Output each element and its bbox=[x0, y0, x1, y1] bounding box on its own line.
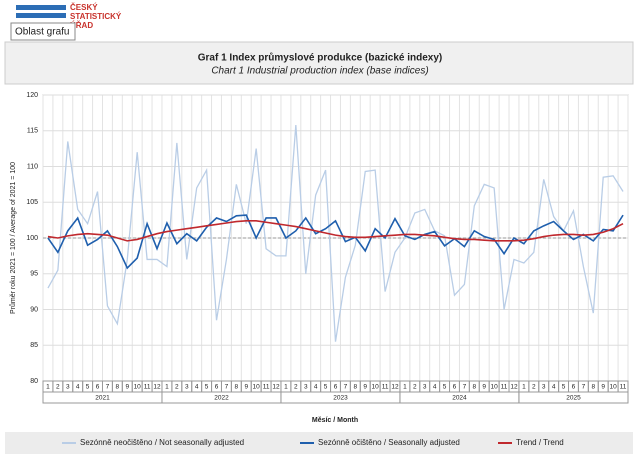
x-tick-label: 9 bbox=[125, 384, 129, 391]
y-tick-label: 115 bbox=[27, 128, 38, 135]
logo-bar bbox=[16, 5, 66, 10]
x-tick-label: 12 bbox=[510, 384, 518, 391]
x-tick-label: 2 bbox=[413, 384, 417, 391]
x-tick-label: 9 bbox=[244, 384, 248, 391]
x-axis-title: Měsíc / Month bbox=[312, 417, 358, 424]
x-tick-label: 9 bbox=[601, 384, 605, 391]
x-tick-label: 3 bbox=[304, 384, 308, 391]
x-tick-label: 4 bbox=[314, 384, 318, 391]
x-tick-label: 7 bbox=[225, 384, 229, 391]
x-tick-label: 5 bbox=[562, 384, 566, 391]
x-tick-label: 6 bbox=[96, 384, 100, 391]
title-band bbox=[4, 41, 634, 85]
x-tick-label: 1 bbox=[165, 384, 169, 391]
tooltip: Oblast grafu bbox=[15, 27, 69, 38]
y-tick-label: 80 bbox=[30, 378, 38, 385]
x-tick-label: 2 bbox=[175, 384, 179, 391]
x-tick-label: 11 bbox=[501, 384, 508, 391]
x-tick-label: 8 bbox=[354, 384, 358, 391]
x-tick-label: 8 bbox=[591, 384, 595, 391]
legend-band bbox=[5, 432, 633, 454]
x-tick-label: 7 bbox=[106, 384, 110, 391]
legend-label: Sezónně neočištěno / Not seasonally adju… bbox=[80, 438, 244, 447]
x-tick-label: 11 bbox=[382, 384, 389, 391]
y-tick-label: 120 bbox=[26, 92, 38, 99]
y-axis-title: Průměr roku 2021 = 100 / Average of 2021… bbox=[9, 162, 17, 314]
x-tick-label: 11 bbox=[144, 384, 151, 391]
x-tick-label: 1 bbox=[46, 384, 50, 391]
x-tick-label: 4 bbox=[195, 384, 199, 391]
y-tick-label: 110 bbox=[27, 163, 38, 170]
x-tick-label: 7 bbox=[344, 384, 348, 391]
chart-subtitle: Chart 1 Industrial production index (bas… bbox=[211, 66, 428, 77]
year-label: 2024 bbox=[452, 395, 467, 402]
x-tick-label: 8 bbox=[473, 384, 477, 391]
legend-label: Sezónně očištěno / Seasonally adjusted bbox=[318, 438, 460, 447]
x-tick-label: 10 bbox=[253, 384, 261, 391]
x-tick-label: 4 bbox=[433, 384, 437, 391]
x-tick-label: 12 bbox=[153, 384, 161, 391]
legend-label: Trend / Trend bbox=[516, 438, 564, 447]
x-tick-label: 3 bbox=[423, 384, 427, 391]
x-tick-label: 9 bbox=[363, 384, 367, 391]
x-tick-label: 7 bbox=[463, 384, 467, 391]
x-tick-label: 9 bbox=[482, 384, 486, 391]
x-tick-label: 12 bbox=[391, 384, 399, 391]
y-tick-label: 95 bbox=[30, 271, 38, 278]
logo-text: STATISTICKÝ bbox=[70, 12, 122, 21]
x-tick-label: 1 bbox=[522, 384, 526, 391]
y-tick-label: 105 bbox=[26, 199, 38, 206]
x-tick-label: 6 bbox=[572, 384, 576, 391]
x-tick-label: 3 bbox=[66, 384, 70, 391]
x-tick-label: 5 bbox=[205, 384, 209, 391]
x-tick-label: 2 bbox=[294, 384, 298, 391]
x-tick-label: 1 bbox=[403, 384, 407, 391]
year-label: 2023 bbox=[333, 395, 348, 402]
x-tick-label: 10 bbox=[491, 384, 499, 391]
y-tick-label: 85 bbox=[30, 342, 38, 349]
x-tick-label: 1 bbox=[284, 384, 288, 391]
year-label: 2025 bbox=[566, 395, 581, 402]
x-tick-label: 3 bbox=[185, 384, 189, 391]
x-tick-label: 5 bbox=[86, 384, 90, 391]
year-cell bbox=[518, 391, 629, 404]
x-tick-label: 8 bbox=[116, 384, 120, 391]
x-tick-label: 4 bbox=[76, 384, 80, 391]
series-line bbox=[47, 124, 624, 342]
x-tick-label: 12 bbox=[272, 384, 280, 391]
y-tick-label: 100 bbox=[26, 235, 38, 242]
series-line bbox=[47, 220, 624, 242]
x-tick-label: 6 bbox=[334, 384, 338, 391]
x-tick-label: 2 bbox=[56, 384, 60, 391]
x-tick-label: 8 bbox=[235, 384, 239, 391]
x-tick-label: 5 bbox=[443, 384, 447, 391]
y-tick-label: 90 bbox=[30, 306, 38, 313]
x-tick-label: 10 bbox=[372, 384, 380, 391]
x-tick-label: 4 bbox=[552, 384, 556, 391]
logo-text: ČESKÝ bbox=[70, 3, 98, 12]
x-tick-label: 2 bbox=[532, 384, 536, 391]
x-tick-label: 6 bbox=[215, 384, 219, 391]
chart-title: Graf 1 Index průmyslové produkce (bazick… bbox=[198, 52, 443, 64]
year-label: 2022 bbox=[214, 395, 229, 402]
x-tick-label: 10 bbox=[134, 384, 142, 391]
x-tick-label: 7 bbox=[582, 384, 586, 391]
x-tick-label: 11 bbox=[620, 384, 627, 391]
logo-text: ÚŘAD bbox=[70, 21, 93, 30]
x-tick-label: 11 bbox=[263, 384, 270, 391]
x-tick-label: 6 bbox=[453, 384, 457, 391]
x-tick-label: 5 bbox=[324, 384, 328, 391]
tooltip-box bbox=[10, 22, 76, 41]
logo-bar bbox=[16, 13, 66, 18]
year-label: 2021 bbox=[95, 395, 110, 402]
x-tick-label: 3 bbox=[542, 384, 546, 391]
x-tick-label: 10 bbox=[610, 384, 618, 391]
